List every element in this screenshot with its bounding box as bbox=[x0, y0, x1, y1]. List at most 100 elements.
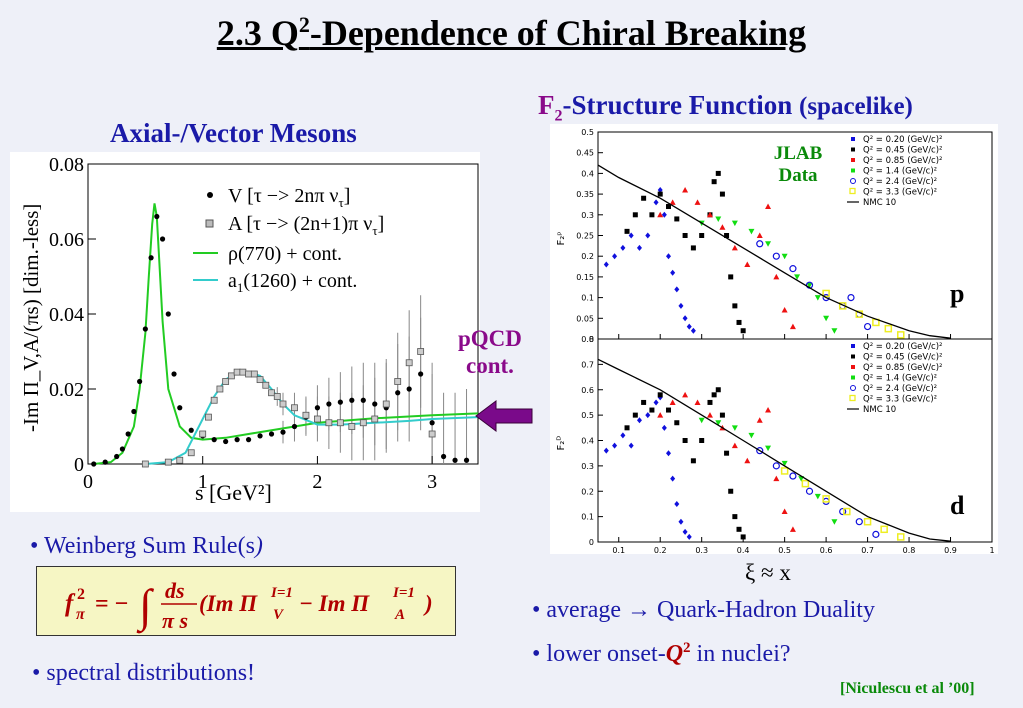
data-point-v bbox=[395, 390, 401, 396]
data-point bbox=[765, 203, 772, 210]
data-point bbox=[678, 302, 684, 309]
data-point bbox=[789, 526, 796, 532]
data-point bbox=[661, 211, 667, 218]
data-point-v bbox=[142, 326, 148, 332]
right-heading: F2-Structure Function (spacelike) bbox=[538, 90, 913, 125]
data-point bbox=[719, 191, 725, 197]
legend-swatch bbox=[851, 147, 855, 152]
structure-function-chart: 0 0.05 0.1 0.15 0.2 0.25 0.3 0.35 0.4 0.45 0.5 F₂ᵖ Q… bbox=[550, 124, 998, 554]
data-point bbox=[731, 244, 738, 251]
spectral-function-chart: 0 1 2 3 0 0.02 0.04 0.06 0.08 s [GeV²] -Im Π_V,A… bbox=[10, 152, 480, 512]
data-point bbox=[624, 425, 630, 431]
data-point bbox=[690, 245, 696, 251]
data-point bbox=[843, 507, 851, 516]
data-point bbox=[748, 432, 755, 439]
data-point bbox=[666, 407, 672, 413]
data-point-v bbox=[406, 386, 412, 392]
x-tick-label: 1 bbox=[198, 471, 208, 493]
data-point-a bbox=[417, 348, 425, 355]
data-point-a bbox=[325, 419, 333, 427]
legend-swatch bbox=[850, 178, 856, 184]
data-point-a bbox=[187, 449, 195, 457]
data-point bbox=[847, 294, 855, 302]
weinberg-formula-box: f π 2 = − ∫ ds π s (Im Π V I=1 − Im Π A … bbox=[36, 566, 456, 636]
data-point bbox=[780, 467, 789, 475]
x-tick-label: 0 bbox=[83, 471, 93, 493]
data-point bbox=[781, 460, 788, 467]
data-point bbox=[653, 399, 659, 406]
legend-item-a: A [τ −> (2n+1)π ντ] bbox=[228, 213, 384, 238]
data-point bbox=[674, 500, 680, 507]
legend-swatch bbox=[850, 385, 856, 391]
data-point bbox=[666, 253, 672, 260]
legend-label: Q² = 0.45 (GeV/c)² bbox=[863, 353, 942, 363]
legend-label: Q² = 3.3 (GeV/c)² bbox=[863, 395, 937, 405]
data-point-a bbox=[245, 370, 252, 378]
y-tick-label: 0.06 bbox=[49, 229, 84, 251]
y-axis-label: F₂ᴰ bbox=[556, 436, 567, 451]
data-point bbox=[765, 445, 772, 452]
data-point-v bbox=[165, 311, 171, 317]
data-point bbox=[855, 518, 863, 526]
svg-text:I=1: I=1 bbox=[270, 585, 293, 601]
data-point bbox=[728, 274, 734, 280]
data-point bbox=[765, 241, 772, 247]
legend-label: Q² = 2.4 (GeV/c)² bbox=[863, 384, 937, 394]
nmc-fit-line bbox=[597, 164, 951, 339]
legend-item-v: V [τ −> 2nπ ντ] bbox=[228, 185, 350, 210]
data-point bbox=[719, 224, 726, 230]
data-point bbox=[724, 233, 730, 238]
data-point bbox=[736, 526, 742, 532]
svg-text:): ) bbox=[423, 591, 433, 616]
data-point-a bbox=[359, 419, 367, 427]
legend-label: Q² = 0.20 (GeV/c)² bbox=[863, 342, 942, 352]
data-point bbox=[694, 399, 701, 405]
data-point-v bbox=[159, 236, 166, 242]
data-point-v bbox=[148, 255, 154, 261]
x-tick-label: 0.1 bbox=[612, 546, 625, 554]
x-tick-label: 2 bbox=[312, 471, 322, 493]
jlab-annotation: JLAB Data bbox=[774, 143, 823, 186]
data-point bbox=[699, 233, 705, 238]
data-point bbox=[674, 216, 680, 222]
x-tick-label: 0.6 bbox=[820, 546, 833, 554]
data-point bbox=[641, 195, 647, 201]
data-point bbox=[822, 294, 830, 302]
data-point-a bbox=[291, 404, 298, 412]
svg-text:V: V bbox=[273, 607, 285, 623]
data-point bbox=[657, 191, 663, 197]
data-point bbox=[773, 273, 780, 280]
data-point bbox=[740, 328, 746, 334]
data-point bbox=[731, 425, 738, 431]
data-point bbox=[773, 475, 780, 482]
x-tick-label: 3 bbox=[427, 471, 437, 493]
data-point bbox=[632, 212, 638, 218]
data-point-a bbox=[394, 378, 402, 385]
data-point bbox=[666, 204, 672, 210]
data-point-a bbox=[302, 411, 310, 419]
data-point-a bbox=[348, 423, 356, 430]
y-tick-label: 0.45 bbox=[576, 149, 594, 158]
slide-title: 2.3 Q2-Dependence of Chiral Breaking bbox=[216, 12, 807, 53]
data-point bbox=[649, 407, 655, 413]
x-tick-label: 0.9 bbox=[944, 546, 957, 554]
data-point-v bbox=[188, 427, 194, 433]
x-axis-label: s [GeV²] bbox=[195, 480, 272, 505]
data-point bbox=[897, 331, 905, 339]
data-point-a bbox=[336, 419, 344, 427]
data-point-v bbox=[154, 213, 160, 220]
x-tick-label: 0.7 bbox=[861, 546, 874, 554]
data-point bbox=[682, 438, 688, 443]
y-tick-label: 0.5 bbox=[581, 411, 594, 420]
x-tick-label: 0.4 bbox=[737, 546, 750, 554]
pqcd-label: pQCD cont. bbox=[458, 326, 522, 378]
data-point bbox=[884, 324, 893, 333]
y-axis-label: -Im Π_V,A/(πs) [dim.-less] bbox=[19, 204, 43, 432]
y-tick-label: 0.6 bbox=[581, 386, 594, 395]
data-point bbox=[880, 525, 888, 534]
data-point-v bbox=[360, 397, 366, 403]
data-point bbox=[728, 488, 734, 494]
data-point bbox=[756, 447, 764, 455]
data-point bbox=[744, 457, 751, 464]
data-point bbox=[731, 220, 738, 227]
